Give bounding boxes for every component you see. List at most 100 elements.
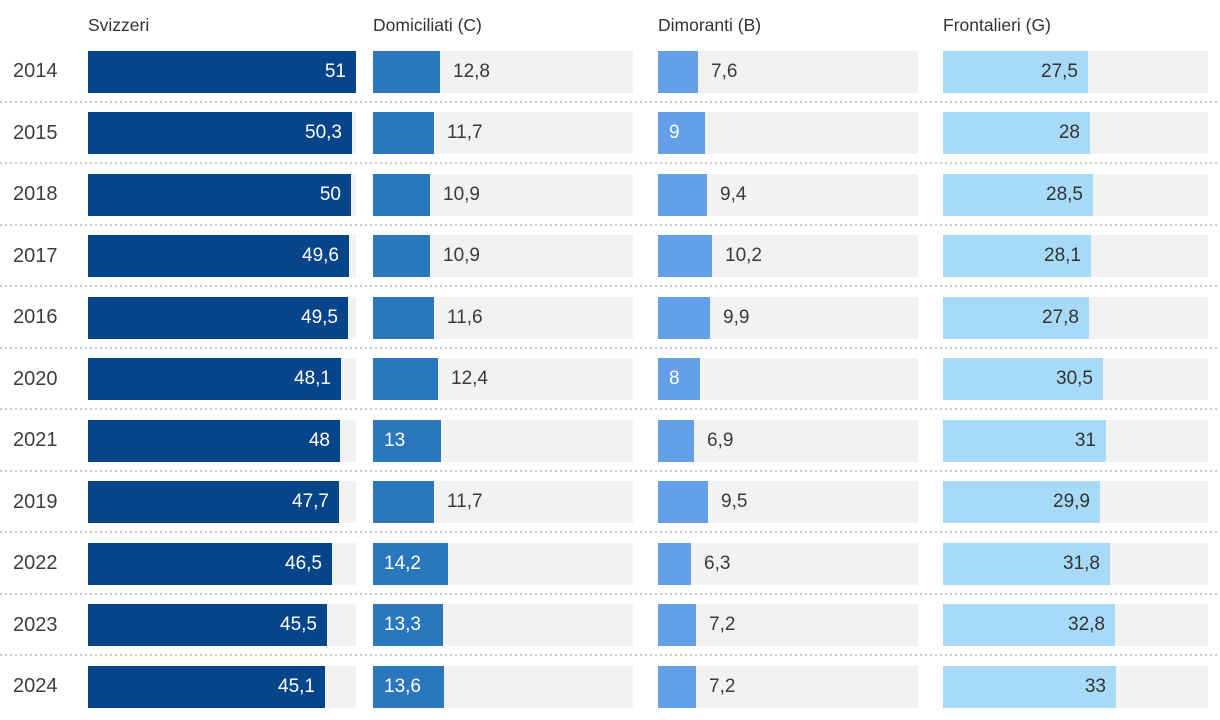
bar-fill bbox=[373, 481, 434, 524]
bar-fill bbox=[658, 296, 710, 339]
bar-cell: 28,1 bbox=[943, 235, 1220, 278]
bar-fill bbox=[658, 542, 691, 585]
bar-fill: 48,1 bbox=[88, 358, 341, 401]
bar-fill bbox=[658, 419, 694, 462]
bar-value-label: 27,5 bbox=[1041, 60, 1078, 82]
bar-fill bbox=[658, 235, 712, 278]
bar-value-label: 6,9 bbox=[707, 429, 734, 451]
bar-track: 45,5 bbox=[88, 604, 356, 647]
year-label: 2021 bbox=[13, 429, 58, 452]
bar-fill: 31,8 bbox=[943, 542, 1110, 585]
bar-cell: 9,9 bbox=[658, 296, 943, 339]
bar-value-label: 46,5 bbox=[285, 552, 322, 574]
bar-cell: 11,7 bbox=[373, 112, 658, 155]
bar-cell: 11,6 bbox=[373, 296, 658, 339]
bar-fill: 27,8 bbox=[943, 296, 1089, 339]
bar-value-label: 12,8 bbox=[453, 60, 490, 82]
bar-cell: 9,5 bbox=[658, 481, 943, 524]
bar-value-label: 30,5 bbox=[1056, 368, 1093, 390]
bar-fill bbox=[373, 358, 438, 401]
bar-value-label: 27,8 bbox=[1042, 306, 1079, 328]
bar-fill bbox=[373, 235, 430, 278]
bar-track: 50,3 bbox=[88, 112, 356, 155]
bar-value-label: 28 bbox=[1058, 122, 1080, 144]
bar-cell: 32,8 bbox=[943, 604, 1220, 647]
bar-fill: 49,6 bbox=[88, 235, 349, 278]
bar-value-label: 9,5 bbox=[721, 491, 748, 513]
year-label: 2016 bbox=[13, 306, 58, 329]
bar-value-label: 11,6 bbox=[447, 306, 483, 328]
bar-track: 7,2 bbox=[658, 665, 918, 708]
bar-track: 30,5 bbox=[943, 358, 1208, 401]
bar-fill: 29,9 bbox=[943, 481, 1100, 524]
bar-fill: 32,8 bbox=[943, 604, 1115, 647]
bar-fill: 45,1 bbox=[88, 665, 325, 708]
bar-value-label: 9,9 bbox=[723, 306, 750, 328]
bar-cell: 9 bbox=[658, 112, 943, 155]
bar-cell: 49,5 bbox=[88, 296, 373, 339]
year-label: 2022 bbox=[13, 552, 58, 575]
bar-cell: 28,5 bbox=[943, 173, 1220, 216]
bar-cell: 27,8 bbox=[943, 296, 1220, 339]
chart-rows: 2014 51 12,8 7,6 27,5 2015 50,3 11,7 9 28 2018 50 10… bbox=[0, 41, 1220, 718]
bar-fill bbox=[373, 296, 434, 339]
bar-fill bbox=[373, 173, 430, 216]
bar-fill: 28 bbox=[943, 112, 1090, 155]
bar-fill: 47,7 bbox=[88, 481, 339, 524]
bar-fill: 8 bbox=[658, 358, 700, 401]
bar-track: 27,5 bbox=[943, 50, 1208, 93]
bar-track: 49,5 bbox=[88, 296, 356, 339]
bar-cell: 29,9 bbox=[943, 481, 1220, 524]
year-label: 2023 bbox=[13, 613, 58, 636]
bar-value-label: 47,7 bbox=[292, 491, 329, 513]
bar-track: 31 bbox=[943, 419, 1208, 462]
bar-value-label: 31,8 bbox=[1063, 552, 1100, 574]
bar-value-label: 50 bbox=[319, 183, 341, 205]
chart-row: 2024 45,1 13,6 7,2 33 bbox=[0, 656, 1220, 718]
column-header-dimoranti: Dimoranti (B) bbox=[658, 14, 762, 35]
bar-cell: 7,6 bbox=[658, 50, 943, 93]
bar-cell: 48 bbox=[88, 419, 373, 462]
bar-fill: 30,5 bbox=[943, 358, 1103, 401]
bar-value-label: 11,7 bbox=[447, 122, 483, 144]
chart-row: 2018 50 10,9 9,4 28,5 bbox=[0, 164, 1220, 226]
bar-value-label: 48 bbox=[308, 429, 330, 451]
bar-track: 11,7 bbox=[373, 112, 633, 155]
bar-track: 8 bbox=[658, 358, 918, 401]
bar-track: 6,3 bbox=[658, 542, 918, 585]
bar-fill: 13 bbox=[373, 419, 441, 462]
bar-fill bbox=[658, 50, 698, 93]
bar-track: 11,7 bbox=[373, 481, 633, 524]
bar-value-label: 29,9 bbox=[1053, 491, 1090, 513]
bar-track: 9,9 bbox=[658, 296, 918, 339]
bar-value-label: 7,2 bbox=[709, 675, 736, 697]
bar-cell: 6,3 bbox=[658, 542, 943, 585]
year-label: 2024 bbox=[13, 675, 58, 698]
bar-value-label: 14,2 bbox=[384, 552, 421, 574]
bar-cell: 31,8 bbox=[943, 542, 1220, 585]
bar-cell: 11,7 bbox=[373, 481, 658, 524]
bar-fill: 50,3 bbox=[88, 112, 352, 155]
bar-track: 9,5 bbox=[658, 481, 918, 524]
bar-fill: 48 bbox=[88, 419, 340, 462]
bar-cell: 45,5 bbox=[88, 604, 373, 647]
bar-track: 27,8 bbox=[943, 296, 1208, 339]
chart-row: 2014 51 12,8 7,6 27,5 bbox=[0, 41, 1220, 103]
bar-fill: 28,1 bbox=[943, 235, 1091, 278]
bar-value-label: 7,6 bbox=[711, 60, 738, 82]
bar-value-label: 45,5 bbox=[280, 614, 317, 636]
bar-cell: 7,2 bbox=[658, 665, 943, 708]
bar-fill: 27,5 bbox=[943, 50, 1088, 93]
bar-cell: 30,5 bbox=[943, 358, 1220, 401]
bar-fill: 45,5 bbox=[88, 604, 327, 647]
bar-cell: 13 bbox=[373, 419, 658, 462]
bar-cell: 51 bbox=[88, 50, 373, 93]
bar-cell: 10,9 bbox=[373, 173, 658, 216]
year-label: 2019 bbox=[13, 490, 58, 513]
bar-track: 51 bbox=[88, 50, 356, 93]
bar-cell: 6,9 bbox=[658, 419, 943, 462]
bar-track: 11,6 bbox=[373, 296, 633, 339]
bar-value-label: 28,1 bbox=[1044, 245, 1081, 267]
bar-value-label: 13 bbox=[384, 429, 406, 451]
bar-track: 14,2 bbox=[373, 542, 633, 585]
